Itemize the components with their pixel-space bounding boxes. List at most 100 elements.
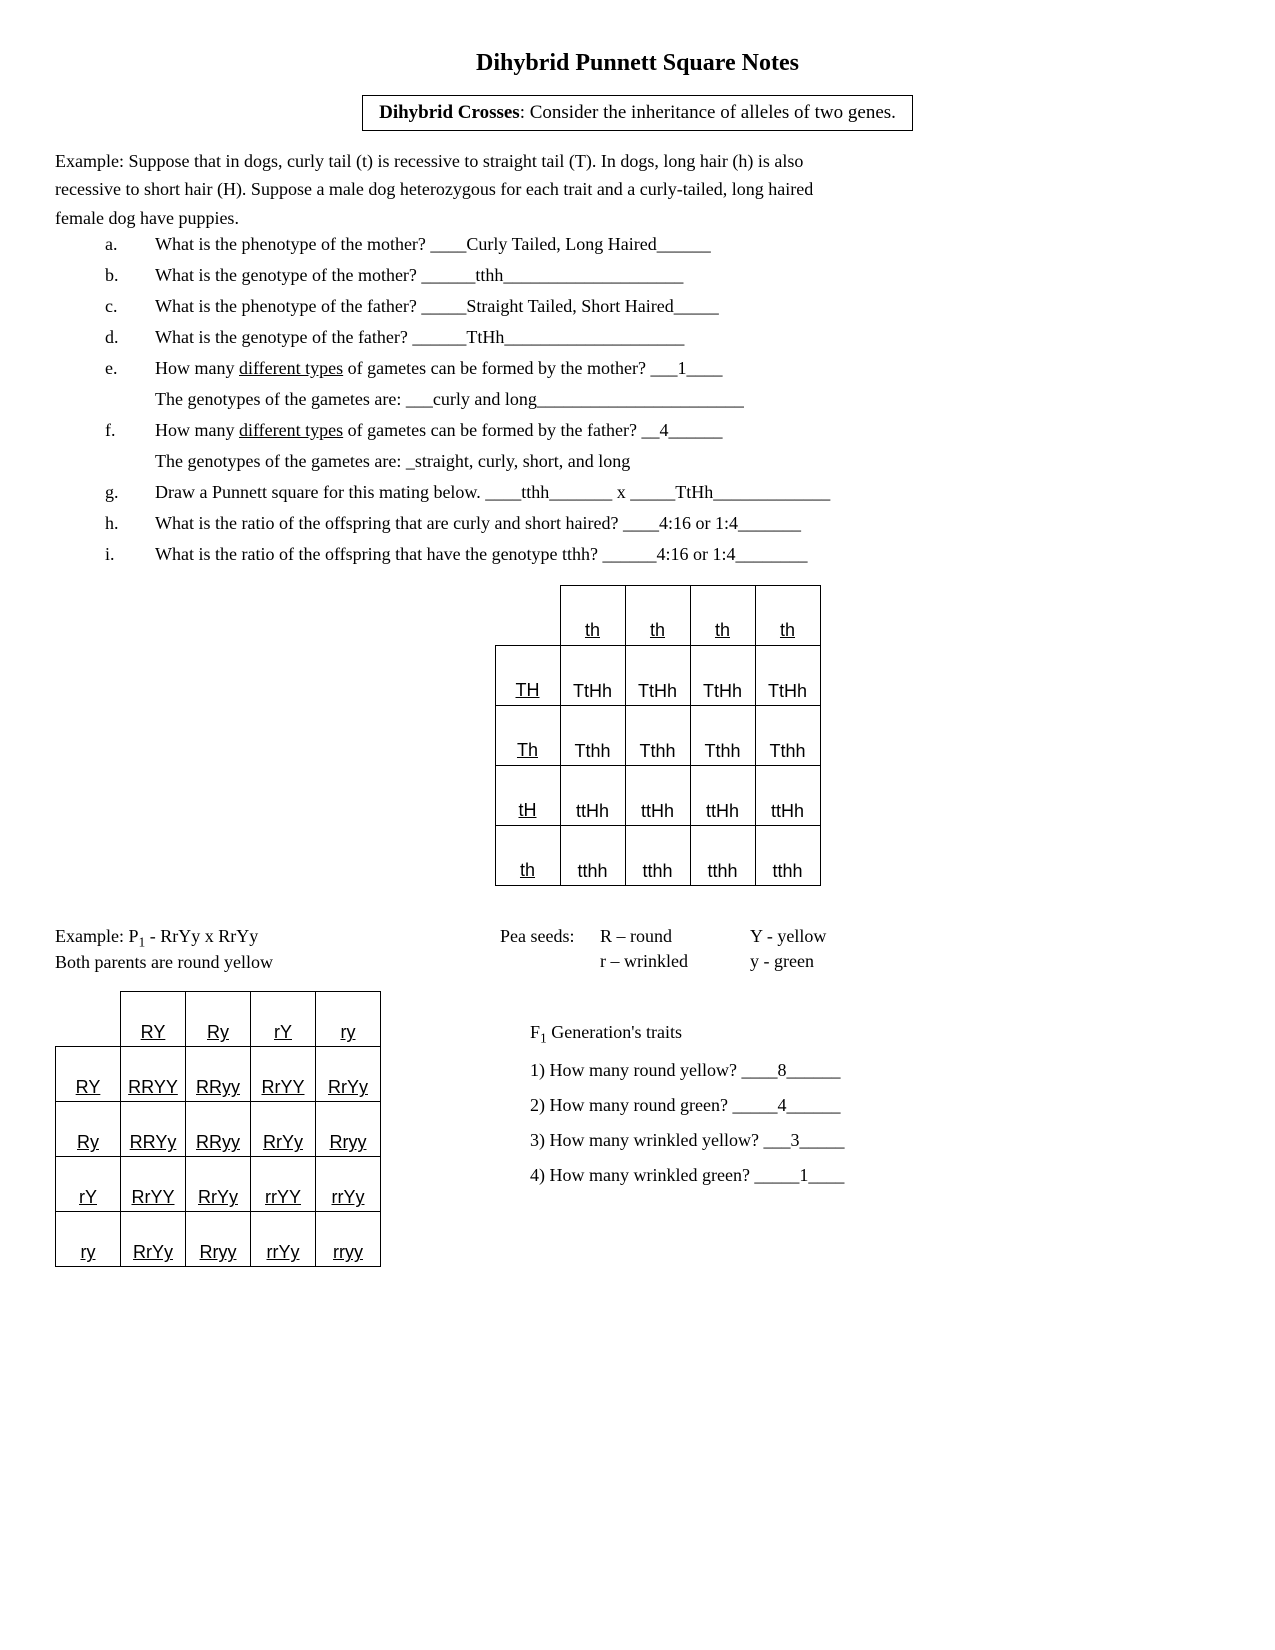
punnett-row-header: TH bbox=[495, 645, 560, 705]
legend-row-1: Pea seeds: R – round Y - yellow bbox=[500, 926, 1220, 947]
lower-right: Pea seeds: R – round Y - yellow r – wrin… bbox=[500, 926, 1220, 1268]
q-text: What is the phenotype of the father? ___… bbox=[155, 296, 1220, 317]
punnett-cell: rrYY bbox=[251, 1157, 316, 1212]
punnett-cell: RRYY bbox=[121, 1047, 186, 1102]
punnett-cell: tthh bbox=[690, 825, 755, 885]
f1-q1: 1) How many round yellow? ____8______ bbox=[530, 1060, 1220, 1081]
punnett-cell: RrYY bbox=[121, 1157, 186, 1212]
punnett-col-header: th bbox=[755, 585, 820, 645]
q-letter: h. bbox=[105, 513, 155, 534]
punnett-cell: RrYy bbox=[121, 1212, 186, 1267]
q-text: How many different types of gametes can … bbox=[155, 358, 1220, 379]
punnett-cell: Rryy bbox=[316, 1102, 381, 1157]
punnett-row-header: Th bbox=[495, 705, 560, 765]
q-letter: i. bbox=[105, 544, 155, 565]
question-f: f. How many different types of gametes c… bbox=[105, 420, 1220, 441]
punnett-cell: tthh bbox=[755, 825, 820, 885]
punnett-cell: ttHh bbox=[755, 765, 820, 825]
legend-row-2: r – wrinkled y - green bbox=[500, 951, 1220, 972]
punnett-cell: rrYy bbox=[316, 1157, 381, 1212]
q-letter: c. bbox=[105, 296, 155, 317]
example-intro-2: recessive to short hair (H). Suppose a m… bbox=[55, 177, 1220, 201]
example2-line1: Example: P1 - RrYy x RrYy bbox=[55, 926, 455, 951]
question-d: d. What is the genotype of the father? _… bbox=[105, 327, 1220, 348]
punnett-row-header: RY bbox=[56, 1047, 121, 1102]
punnett-cell: TtHh bbox=[560, 645, 625, 705]
q-letter: d. bbox=[105, 327, 155, 348]
f1-q2: 2) How many round green? _____4______ bbox=[530, 1095, 1220, 1116]
punnett-cell: RrYY bbox=[251, 1047, 316, 1102]
definition-box: Dihybrid Crosses: Consider the inheritan… bbox=[362, 95, 913, 131]
legend-cell: R – round bbox=[600, 926, 740, 947]
punnett-row-header: rY bbox=[56, 1157, 121, 1212]
punnett-cell: TtHh bbox=[690, 645, 755, 705]
punnett-cell: rrYy bbox=[251, 1212, 316, 1267]
f1-q3: 3) How many wrinkled yellow? ___3_____ bbox=[530, 1130, 1220, 1151]
question-e-sub: The genotypes of the gametes are: ___cur… bbox=[155, 389, 1220, 410]
q-letter: g. bbox=[105, 482, 155, 503]
question-g: g. Draw a Punnett square for this mating… bbox=[105, 482, 1220, 503]
q-letter: b. bbox=[105, 265, 155, 286]
f1-q4: 4) How many wrinkled green? _____1____ bbox=[530, 1165, 1220, 1186]
punnett-cell: Tthh bbox=[625, 705, 690, 765]
punnett-cell: RRyy bbox=[186, 1047, 251, 1102]
q-text: What is the ratio of the offspring that … bbox=[155, 544, 1220, 565]
q-letter: f. bbox=[105, 420, 155, 441]
punnett-cell: TtHh bbox=[755, 645, 820, 705]
punnett-square-2: RYRyrYryRYRRYYRRyyRrYYRrYyRyRRYyRRyyRrYy… bbox=[55, 991, 455, 1267]
punnett-cell: RRYy bbox=[121, 1102, 186, 1157]
q-text: Draw a Punnett square for this mating be… bbox=[155, 482, 1220, 503]
punnett-cell: RrYy bbox=[186, 1157, 251, 1212]
punnett-col-header: th bbox=[625, 585, 690, 645]
punnett-cell: ttHh bbox=[560, 765, 625, 825]
question-f-sub: The genotypes of the gametes are: _strai… bbox=[155, 451, 1220, 472]
punnett-cell: Tthh bbox=[690, 705, 755, 765]
punnett-square-1: ththththTHTtHhTtHhTtHhTtHhThTthhTthhTthh… bbox=[455, 585, 821, 886]
legend-cell: Y - yellow bbox=[750, 926, 860, 947]
box-bold: Dihybrid Crosses bbox=[379, 102, 520, 123]
q-text: What is the ratio of the offspring that … bbox=[155, 513, 1220, 534]
question-a: a. What is the phenotype of the mother? … bbox=[105, 234, 1220, 255]
legend-label: Pea seeds: bbox=[500, 926, 590, 947]
legend-cell: y - green bbox=[750, 951, 860, 972]
legend-cell: r – wrinkled bbox=[600, 951, 740, 972]
punnett-cell: Tthh bbox=[755, 705, 820, 765]
question-h: h. What is the ratio of the offspring th… bbox=[105, 513, 1220, 534]
legend-label bbox=[500, 951, 590, 972]
question-e: e. How many different types of gametes c… bbox=[105, 358, 1220, 379]
punnett-cell: RRyy bbox=[186, 1102, 251, 1157]
punnett-row-header: tH bbox=[495, 765, 560, 825]
question-list: g. Draw a Punnett square for this mating… bbox=[105, 482, 1220, 565]
punnett-row-header: th bbox=[495, 825, 560, 885]
punnett-row-header: ry bbox=[56, 1212, 121, 1267]
punnett-col-header: RY bbox=[121, 992, 186, 1047]
example-intro-3: female dog have puppies. bbox=[55, 206, 1220, 230]
punnett-cell: tthh bbox=[560, 825, 625, 885]
punnett-col-header: ry bbox=[316, 992, 381, 1047]
punnett-cell: Rryy bbox=[186, 1212, 251, 1267]
punnett-cell: ttHh bbox=[690, 765, 755, 825]
punnett-cell: ttHh bbox=[625, 765, 690, 825]
q-text: How many different types of gametes can … bbox=[155, 420, 1220, 441]
example2-line2: Both parents are round yellow bbox=[55, 952, 455, 973]
f1-title: F1 Generation's traits bbox=[530, 1022, 1220, 1047]
punnett-cell: RrYy bbox=[316, 1047, 381, 1102]
lower-section: Example: P1 - RrYy x RrYy Both parents a… bbox=[55, 926, 1220, 1268]
q-text: What is the phenotype of the mother? ___… bbox=[155, 234, 1220, 255]
punnett-col-header: th bbox=[560, 585, 625, 645]
punnett-cell: rryy bbox=[316, 1212, 381, 1267]
question-b: b. What is the genotype of the mother? _… bbox=[105, 265, 1220, 286]
punnett-cell: tthh bbox=[625, 825, 690, 885]
punnett-row-header: Ry bbox=[56, 1102, 121, 1157]
q-letter: e. bbox=[105, 358, 155, 379]
punnett-col-header: rY bbox=[251, 992, 316, 1047]
question-c: c. What is the phenotype of the father? … bbox=[105, 296, 1220, 317]
q-text: What is the genotype of the mother? ____… bbox=[155, 265, 1220, 286]
question-i: i. What is the ratio of the offspring th… bbox=[105, 544, 1220, 565]
f1-questions: F1 Generation's traits 1) How many round… bbox=[530, 1022, 1220, 1187]
lower-left: Example: P1 - RrYy x RrYy Both parents a… bbox=[55, 926, 455, 1268]
page-title: Dihybrid Punnett Square Notes bbox=[55, 50, 1220, 77]
punnett-col-header: th bbox=[690, 585, 755, 645]
example-intro-1: Example: Suppose that in dogs, curly tai… bbox=[55, 149, 1220, 173]
punnett-col-header: Ry bbox=[186, 992, 251, 1047]
